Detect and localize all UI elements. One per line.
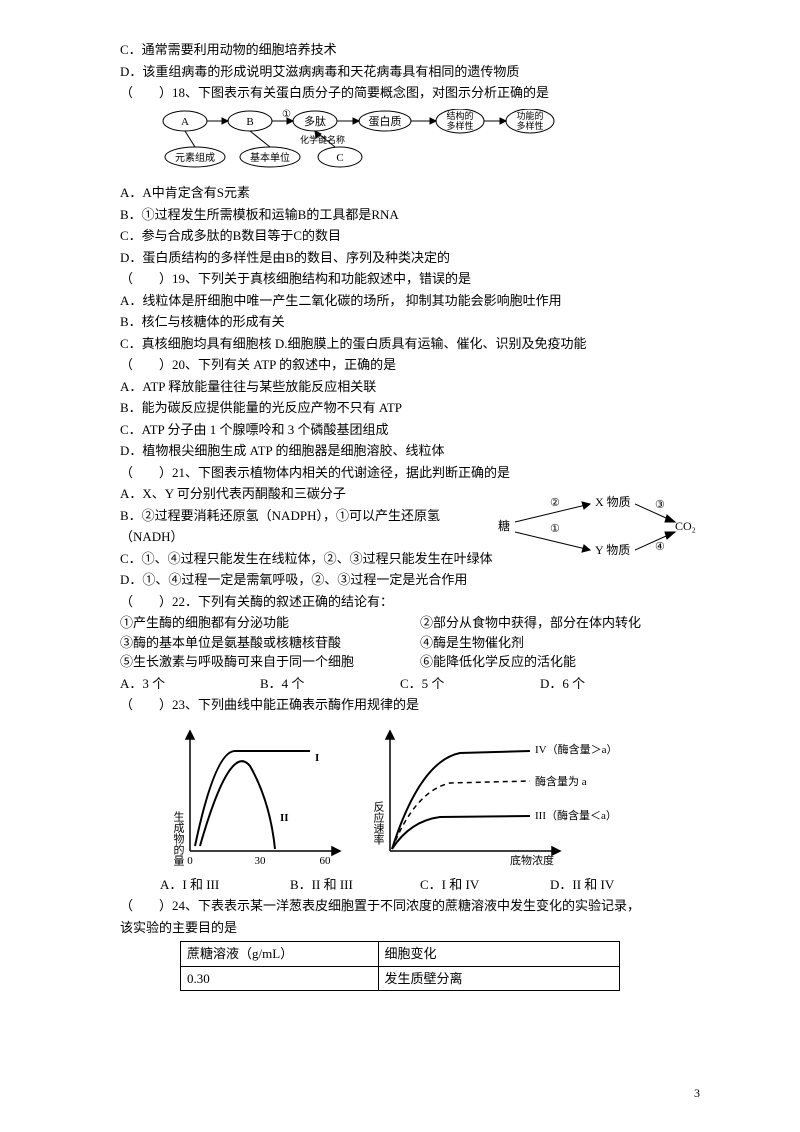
q22-opt-a: A．3 个 bbox=[120, 674, 260, 694]
svg-text:30: 30 bbox=[255, 855, 267, 867]
svg-text:蛋白质: 蛋白质 bbox=[369, 114, 402, 128]
q22-1b: ②部分从食物中获得，部分在体内转化 bbox=[420, 613, 641, 633]
svg-text:反应速率: 反应速率 bbox=[372, 800, 385, 845]
q22-2a: ③酶的基本单位是氨基酸或核糖核苷酸 bbox=[120, 633, 420, 653]
option-c: C．通常需要利用动物的细胞培养技术 bbox=[120, 40, 700, 60]
q20-b: B．能为碳反应提供能量的光反应产物不只有 ATP bbox=[120, 398, 700, 418]
chart-1: 生成物的量 0 30 60 I II bbox=[160, 721, 360, 871]
svg-text:结构的多样性: 结构的多样性 bbox=[446, 110, 473, 131]
q24-stem-2: 该实验的主要目的是 bbox=[120, 918, 700, 938]
svg-text:②: ② bbox=[550, 497, 560, 509]
svg-text:化学键名称: 化学键名称 bbox=[300, 134, 345, 145]
q19-stem: （ ）19、下列关于真核细胞结构和功能叙述中，错误的是 bbox=[120, 269, 700, 289]
protein-concept-diagram: A B 多肽 蛋白质 结构的多样性 功能的多样性 元素组成 基本单位 C ① 化… bbox=[160, 109, 580, 174]
svg-text:II: II bbox=[280, 812, 289, 824]
q19-a: A．线粒体是肝细胞中唯一产生二氧化碳的场所， 抑制其功能会影响胞吐作用 bbox=[120, 291, 700, 311]
page-number: 3 bbox=[694, 1084, 700, 1102]
q20-stem: （ ）20、下列有关 ATP 的叙述中，正确的是 bbox=[120, 355, 700, 375]
q20-a: A．ATP 释放能量往往与某些放能反应相关联 bbox=[120, 377, 700, 397]
q20-c: C．ATP 分子由 1 个腺嘌呤和 3 个磷酸基团组成 bbox=[120, 420, 700, 440]
q18-d: D．蛋白质结构的多样性是由B的数目、序列及种类决定的 bbox=[120, 248, 700, 268]
svg-text:多肽: 多肽 bbox=[304, 114, 326, 128]
svg-text:糖: 糖 bbox=[498, 518, 510, 533]
svg-text:基本单位: 基本单位 bbox=[250, 151, 290, 164]
svg-text:酶含量为 a: 酶含量为 a bbox=[535, 774, 587, 788]
q22-stem: （ ）22．下列有关酶的叙述正确的结论有： bbox=[120, 592, 700, 612]
svg-text:III（酶含量＜a）: III（酶含量＜a） bbox=[535, 808, 617, 822]
svg-text:I: I bbox=[315, 752, 319, 764]
q22-1a: ①产生酶的细胞都有分泌功能 bbox=[120, 613, 420, 633]
q22-3a: ⑤生长激素与呼吸酶可来自于同一个细胞 bbox=[120, 652, 420, 672]
q22-opt-c: C．5 个 bbox=[400, 674, 540, 694]
q22-3b: ⑥能降低化学反应的活化能 bbox=[420, 652, 576, 672]
svg-text:①: ① bbox=[282, 109, 291, 120]
svg-text:底物浓度: 底物浓度 bbox=[510, 853, 554, 867]
enzyme-charts: 生成物的量 0 30 60 I II 反应速率 底物浓度 IV（酶含量＞a） 酶… bbox=[160, 721, 700, 871]
q23-stem: （ ）23、下列曲线中能正确表示酶作用规律的是 bbox=[120, 695, 700, 715]
sucrose-table: 蔗糖溶液（g/mL） 细胞变化 0.30 发生质壁分离 bbox=[180, 941, 620, 991]
svg-text:C: C bbox=[336, 152, 343, 164]
q18-b: B．①过程发生所需模板和运输B的工具都是RNA bbox=[120, 205, 700, 225]
td-1-2: 发生质壁分离 bbox=[378, 966, 619, 991]
option-d: D．该重组病毒的形成说明艾滋病病毒和天花病毒具有相同的遗传物质 bbox=[120, 62, 700, 82]
q23-opt-a: A．I 和 III bbox=[160, 875, 290, 895]
td-1-1: 0.30 bbox=[181, 966, 379, 991]
chart-2: 反应速率 底物浓度 IV（酶含量＞a） 酶含量为 a III（酶含量＜a） bbox=[360, 721, 640, 871]
svg-text:IV（酶含量＞a）: IV（酶含量＞a） bbox=[535, 742, 618, 756]
q19-c: C．真核细胞均具有细胞核 D.细胞膜上的蛋白质具有运输、催化、识别及免疫功能 bbox=[120, 334, 700, 354]
metabolic-pathway-diagram: 糖 X 物质 Y 物质 CO₂ ① ② ③ ④ bbox=[490, 492, 700, 562]
th-2: 细胞变化 bbox=[378, 942, 619, 967]
svg-text:生成物的量: 生成物的量 bbox=[172, 809, 185, 865]
q21-d: D．①、④过程一定是需氧呼吸，②、③过程一定是光合作用 bbox=[120, 570, 700, 590]
q18-stem: （ ）18、下图表示有关蛋白质分子的简要概念图，对图示分析正确的是 bbox=[120, 83, 700, 103]
svg-text:60: 60 bbox=[320, 855, 332, 867]
q20-d: D．植物根尖细胞生成 ATP 的细胞器是细胞溶胶、线粒体 bbox=[120, 441, 700, 461]
svg-text:Y 物质: Y 物质 bbox=[595, 543, 630, 557]
q22-opt-d: D．6 个 bbox=[540, 674, 585, 694]
q19-b: B．核仁与核糖体的形成有关 bbox=[120, 312, 700, 332]
svg-text:元素组成: 元素组成 bbox=[175, 151, 215, 164]
svg-text:B: B bbox=[246, 116, 253, 128]
q23-opt-c: C．I 和 IV bbox=[420, 875, 550, 895]
th-1: 蔗糖溶液（g/mL） bbox=[181, 942, 379, 967]
svg-text:①: ① bbox=[550, 523, 560, 535]
q23-opt-b: B．II 和 III bbox=[290, 875, 420, 895]
svg-text:③: ③ bbox=[655, 499, 665, 511]
q21-stem: （ ）21、下图表示植物体内相关的代谢途径，据此判断正确的是 bbox=[120, 463, 700, 483]
q18-a: A．A中肯定含有S元素 bbox=[120, 183, 700, 203]
svg-text:功能的多样性: 功能的多样性 bbox=[516, 110, 543, 131]
q23-opt-d: D．II 和 IV bbox=[550, 875, 614, 895]
q22-2b: ④酶是生物催化剂 bbox=[420, 633, 524, 653]
q18-c: C．参与合成多肽的B数目等于C的数目 bbox=[120, 226, 700, 246]
q22-opt-b: B．4 个 bbox=[260, 674, 400, 694]
svg-text:A: A bbox=[181, 116, 189, 128]
svg-text:X 物质: X 物质 bbox=[595, 495, 631, 509]
svg-text:④: ④ bbox=[655, 541, 665, 553]
q24-stem: （ ）24、下表表示某一洋葱表皮细胞置于不同浓度的蔗糖溶液中发生变化的实验记录， bbox=[120, 896, 700, 916]
svg-text:CO₂: CO₂ bbox=[675, 519, 696, 533]
svg-text:0: 0 bbox=[187, 855, 193, 867]
